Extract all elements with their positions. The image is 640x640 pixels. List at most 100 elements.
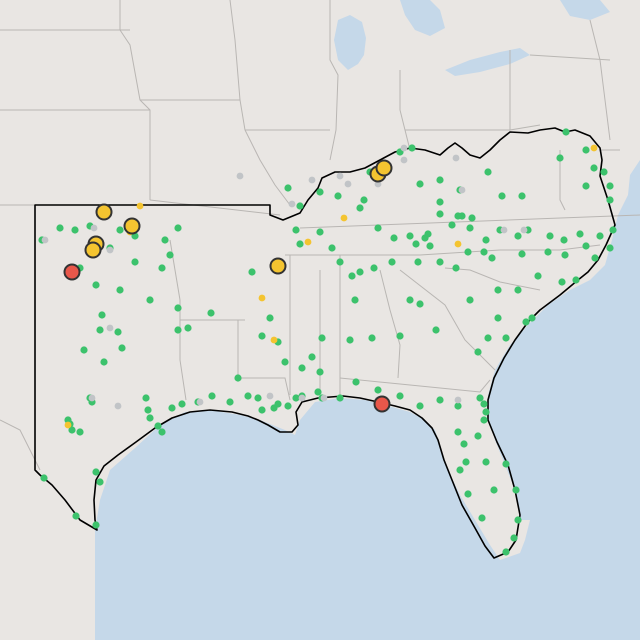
station-marker-green[interactable]	[478, 514, 486, 522]
station-marker-green[interactable]	[254, 394, 262, 402]
station-marker-yellow[interactable]	[258, 294, 266, 302]
station-marker-grey[interactable]	[308, 176, 316, 184]
station-marker-green[interactable]	[248, 268, 256, 276]
station-marker-green[interactable]	[336, 394, 344, 402]
station-marker-green[interactable]	[356, 268, 364, 276]
station-marker-green[interactable]	[146, 414, 154, 422]
station-marker-green[interactable]	[68, 426, 76, 434]
station-marker-green[interactable]	[284, 184, 292, 192]
station-marker-green[interactable]	[226, 398, 234, 406]
station-marker-green[interactable]	[576, 230, 584, 238]
station-marker-grey[interactable]	[400, 144, 408, 152]
station-marker-green[interactable]	[596, 232, 604, 240]
station-marker-green[interactable]	[118, 344, 126, 352]
station-marker-yellow[interactable]	[340, 214, 348, 222]
station-marker-green[interactable]	[558, 278, 566, 286]
station-marker-red-large[interactable]	[373, 395, 391, 413]
station-marker-green[interactable]	[494, 314, 502, 322]
station-marker-green[interactable]	[356, 204, 364, 212]
station-marker-green[interactable]	[92, 281, 100, 289]
station-marker-green[interactable]	[178, 400, 186, 408]
station-marker-green[interactable]	[296, 240, 304, 248]
station-marker-green[interactable]	[208, 392, 216, 400]
station-marker-green[interactable]	[390, 234, 398, 242]
station-marker-green[interactable]	[71, 226, 79, 234]
station-marker-green[interactable]	[408, 144, 416, 152]
station-marker-green[interactable]	[316, 228, 324, 236]
station-marker-green[interactable]	[296, 202, 304, 210]
station-marker-green[interactable]	[146, 296, 154, 304]
station-marker-green[interactable]	[64, 416, 72, 424]
station-marker-green[interactable]	[98, 311, 106, 319]
station-marker-grey[interactable]	[196, 398, 204, 406]
station-marker-green[interactable]	[336, 258, 344, 266]
station-marker-yellow-large[interactable]	[269, 257, 287, 275]
station-marker-green[interactable]	[351, 296, 359, 304]
station-marker-green[interactable]	[374, 224, 382, 232]
station-marker-green[interactable]	[244, 392, 252, 400]
station-marker-green[interactable]	[131, 258, 139, 266]
station-marker-green[interactable]	[158, 264, 166, 272]
station-marker-green[interactable]	[114, 328, 122, 336]
station-marker-grey[interactable]	[288, 200, 296, 208]
station-marker-green[interactable]	[80, 346, 88, 354]
station-marker-green[interactable]	[168, 404, 176, 412]
station-marker-green[interactable]	[522, 318, 530, 326]
station-marker-grey[interactable]	[500, 226, 508, 234]
station-marker-grey[interactable]	[452, 154, 460, 162]
station-marker-green[interactable]	[474, 432, 482, 440]
station-marker-green[interactable]	[154, 422, 162, 430]
station-marker-green[interactable]	[502, 460, 510, 468]
station-marker-green[interactable]	[396, 392, 404, 400]
station-marker-grey[interactable]	[520, 226, 528, 234]
station-marker-green[interactable]	[544, 248, 552, 256]
station-marker-green[interactable]	[298, 364, 306, 372]
station-marker-green[interactable]	[556, 154, 564, 162]
grey-markers[interactable]	[41, 144, 528, 410]
station-marker-green[interactable]	[406, 232, 414, 240]
station-marker-green[interactable]	[40, 474, 48, 482]
yellow-large-markers[interactable]	[84, 159, 393, 275]
station-marker-green[interactable]	[308, 353, 316, 361]
station-marker-green[interactable]	[561, 251, 569, 259]
station-marker-green[interactable]	[436, 258, 444, 266]
station-marker-green[interactable]	[142, 394, 150, 402]
station-marker-green[interactable]	[514, 286, 522, 294]
station-marker-yellow-large[interactable]	[123, 217, 141, 235]
station-marker-green[interactable]	[582, 146, 590, 154]
station-marker-green[interactable]	[498, 192, 506, 200]
station-marker-grey[interactable]	[106, 246, 114, 254]
station-marker-green[interactable]	[518, 250, 526, 258]
station-marker-green[interactable]	[416, 300, 424, 308]
station-marker-green[interactable]	[454, 402, 462, 410]
station-marker-green[interactable]	[158, 428, 166, 436]
station-marker-green[interactable]	[480, 416, 488, 424]
station-marker-green[interactable]	[184, 324, 192, 332]
station-marker-green[interactable]	[490, 486, 498, 494]
red-large-markers[interactable]	[63, 263, 391, 413]
station-marker-green[interactable]	[360, 196, 368, 204]
station-marker-green[interactable]	[416, 180, 424, 188]
station-marker-grey[interactable]	[41, 236, 49, 244]
station-marker-green[interactable]	[464, 490, 472, 498]
station-marker-green[interactable]	[474, 348, 482, 356]
station-marker-green[interactable]	[234, 374, 242, 382]
station-marker-green[interactable]	[100, 358, 108, 366]
station-marker-yellow[interactable]	[136, 202, 144, 210]
station-marker-yellow[interactable]	[454, 240, 462, 248]
station-marker-yellow[interactable]	[304, 238, 312, 246]
station-marker-green[interactable]	[396, 332, 404, 340]
station-marker-green[interactable]	[590, 164, 598, 172]
station-marker-green[interactable]	[606, 182, 614, 190]
station-marker-green[interactable]	[488, 254, 496, 262]
station-marker-green[interactable]	[284, 402, 292, 410]
station-marker-green[interactable]	[582, 182, 590, 190]
station-marker-green[interactable]	[514, 516, 522, 524]
station-marker-green[interactable]	[352, 378, 360, 386]
station-marker-green[interactable]	[316, 368, 324, 376]
station-marker-grey[interactable]	[114, 402, 122, 410]
station-marker-green[interactable]	[436, 210, 444, 218]
station-marker-green[interactable]	[96, 478, 104, 486]
station-marker-green[interactable]	[562, 128, 570, 136]
